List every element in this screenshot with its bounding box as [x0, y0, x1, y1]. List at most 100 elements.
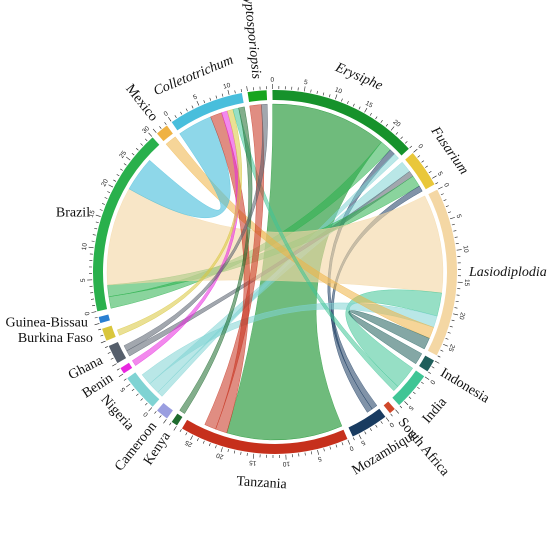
tick-mark: [131, 388, 135, 392]
tick-mark: [203, 100, 206, 104]
tick-mark: [347, 439, 351, 445]
tick-mark: [404, 401, 409, 406]
ribbon-colletotrichum-burkina-faso: [116, 109, 243, 336]
tick-mark: [202, 440, 205, 444]
tick-mark: [450, 217, 455, 220]
sector-arc-fusarium: [405, 153, 435, 190]
ribbon-colletotrichum-kenya: [179, 106, 253, 414]
tick-mark: [385, 123, 389, 127]
tick-mark: [448, 211, 452, 213]
tick-mark: [168, 117, 172, 122]
tick-mark: [220, 447, 223, 453]
tick-mark: [196, 438, 199, 442]
tick-mark: [140, 398, 143, 401]
tick-label: 15: [463, 279, 470, 287]
tick-mark: [437, 355, 441, 358]
tick-mark: [94, 227, 98, 230]
tick-mark: [112, 363, 117, 367]
tick-mark: [304, 86, 306, 92]
tick-mark: [92, 304, 96, 307]
tick-label: 10: [462, 245, 470, 253]
tick-mark: [328, 94, 331, 98]
sector-ticks: 0 510152005051015202505050510152025050510…: [80, 77, 470, 467]
tick-label: 20: [392, 119, 402, 129]
tick-mark: [399, 405, 403, 409]
tick-mark: [164, 122, 167, 125]
tick-mark: [159, 415, 162, 418]
tick-mark: [375, 424, 378, 428]
tick-label: 0: [163, 110, 170, 118]
tick-mark: [131, 152, 135, 156]
tick-mark: [409, 145, 413, 149]
tick-mark: [148, 407, 153, 412]
ribbon-cryptosporiopsis-ghana: [123, 103, 268, 352]
tick-mark: [456, 249, 462, 251]
tick-label: 15: [248, 459, 256, 467]
tick-mark: [358, 434, 362, 440]
tick-mark: [126, 156, 131, 161]
tick-mark: [240, 451, 242, 455]
tick-mark: [233, 450, 236, 454]
tick-mark: [190, 435, 193, 441]
tick-mark: [116, 174, 120, 177]
sector-arc-cameroon: [156, 402, 173, 419]
ribbon-lasiodiplodia-indonesia: [348, 310, 430, 365]
tick-mark: [395, 409, 400, 414]
tick-mark: [113, 179, 117, 182]
tick-mark: [341, 442, 344, 446]
tick-label: 5: [359, 438, 366, 446]
tick-label: 10: [81, 242, 89, 250]
sector-arc-burkina-faso: [102, 325, 116, 341]
tick-mark: [443, 343, 448, 347]
sector-label-nigeria: Nigeria: [97, 392, 137, 434]
tick-mark: [453, 230, 457, 232]
sector-arc-erysiphe: [272, 90, 409, 156]
sector-label-guinea-bissau: Guinea-Bissau: [5, 315, 87, 330]
tick-mark: [317, 449, 319, 455]
tick-mark: [432, 175, 437, 179]
tick-mark: [358, 106, 361, 110]
tick-mark: [107, 191, 111, 194]
tick-mark: [108, 184, 114, 188]
tick-label: 25: [446, 343, 455, 353]
tick-mark: [404, 141, 408, 144]
sector-label-indonesia: Indonesia: [437, 366, 492, 407]
tick-mark: [440, 349, 444, 352]
sector-arc-benin: [120, 362, 133, 374]
tick-mark: [135, 148, 139, 151]
tick-mark: [173, 426, 177, 431]
tick-mark: [447, 332, 451, 334]
tick-mark: [400, 136, 403, 140]
tick-mark: [246, 86, 248, 92]
tick-mark: [323, 448, 325, 452]
tick-mark: [163, 419, 167, 424]
tick-mark: [445, 205, 449, 207]
sector-label-mozambique: Mozambique: [350, 427, 421, 478]
tick-label: 10: [223, 82, 232, 91]
tick-mark: [445, 338, 449, 340]
tick-mark: [428, 371, 431, 374]
tick-mark: [364, 431, 367, 435]
tick-label: 10: [334, 86, 343, 95]
tick-mark: [99, 209, 103, 211]
tick-mark: [453, 313, 459, 316]
tick-mark: [428, 171, 432, 174]
tick-label: 0: [270, 77, 274, 84]
tick-mark: [169, 422, 172, 426]
tick-label: 5: [407, 404, 415, 412]
tick-label: 20: [100, 178, 110, 188]
tick-mark: [100, 340, 106, 344]
ribbon-lasiodiplodia-mexico: [165, 136, 434, 339]
tick-mark: [227, 89, 230, 95]
sector-arc-brazil: [92, 137, 160, 312]
tick-mark: [88, 246, 94, 249]
tick-label: 20: [457, 312, 466, 321]
tick-mark: [104, 346, 108, 348]
tick-label: 5: [455, 214, 463, 220]
tick-mark: [329, 446, 332, 450]
tick-mark: [98, 328, 102, 331]
tick-mark: [431, 366, 435, 369]
tick-mark: [215, 95, 218, 99]
tick-mark: [412, 391, 416, 395]
tick-mark: [341, 98, 343, 102]
